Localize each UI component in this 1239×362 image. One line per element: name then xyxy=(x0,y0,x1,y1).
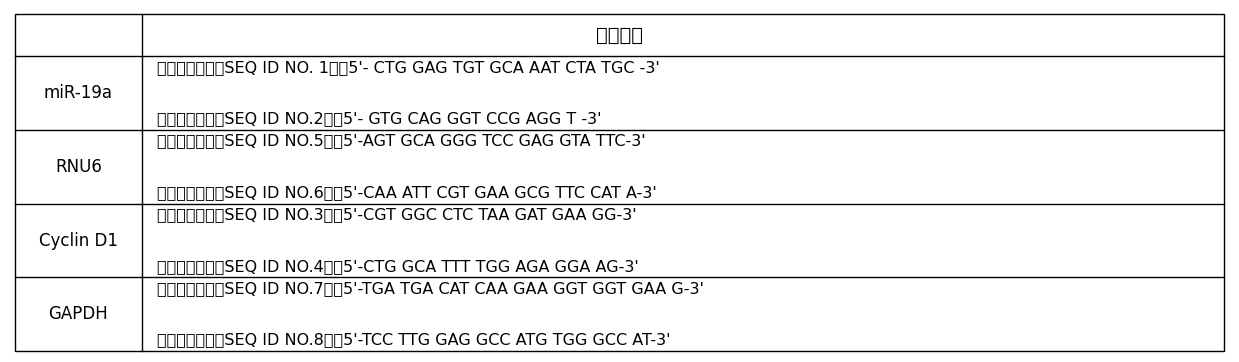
Text: 第四反向引物（SEQ ID NO.8）：5'-TCC TTG GAG GCC ATG TGG GCC AT-3': 第四反向引物（SEQ ID NO.8）：5'-TCC TTG GAG GCC A… xyxy=(156,333,670,348)
Text: 第四正向引物（SEQ ID NO.7）：5'-TGA TGA CAT CAA GAA GGT GGT GAA G-3': 第四正向引物（SEQ ID NO.7）：5'-TGA TGA CAT CAA G… xyxy=(156,281,704,296)
Text: 引物序列: 引物序列 xyxy=(596,26,643,45)
Text: 第一正向引物（SEQ ID NO. 1）：5'- CTG GAG TGT GCA AAT CTA TGC -3': 第一正向引物（SEQ ID NO. 1）：5'- CTG GAG TGT GCA… xyxy=(156,60,659,75)
Text: GAPDH: GAPDH xyxy=(48,305,108,323)
Text: 第二正向引物（SEQ ID NO.3）：5'-CGT GGC CTC TAA GAT GAA GG-3': 第二正向引物（SEQ ID NO.3）：5'-CGT GGC CTC TAA G… xyxy=(156,207,637,222)
Text: 第三反向引物（SEQ ID NO.6）：5'-CAA ATT CGT GAA GCG TTC CAT A-3': 第三反向引物（SEQ ID NO.6）：5'-CAA ATT CGT GAA G… xyxy=(156,185,657,200)
Text: miR-19a: miR-19a xyxy=(43,84,113,102)
Text: Cyclin D1: Cyclin D1 xyxy=(38,232,118,249)
Text: RNU6: RNU6 xyxy=(55,158,102,176)
Text: 第三正向引物（SEQ ID NO.5）：5'-AGT GCA GGG TCC GAG GTA TTC-3': 第三正向引物（SEQ ID NO.5）：5'-AGT GCA GGG TCC G… xyxy=(156,134,646,148)
Text: 第一反向引物（SEQ ID NO.2）：5'- GTG CAG GGT CCG AGG T -3': 第一反向引物（SEQ ID NO.2）：5'- GTG CAG GGT CCG … xyxy=(156,111,601,126)
Text: 第二反向引物（SEQ ID NO.4）：5'-CTG GCA TTT TGG AGA GGA AG-3': 第二反向引物（SEQ ID NO.4）：5'-CTG GCA TTT TGG A… xyxy=(156,259,638,274)
